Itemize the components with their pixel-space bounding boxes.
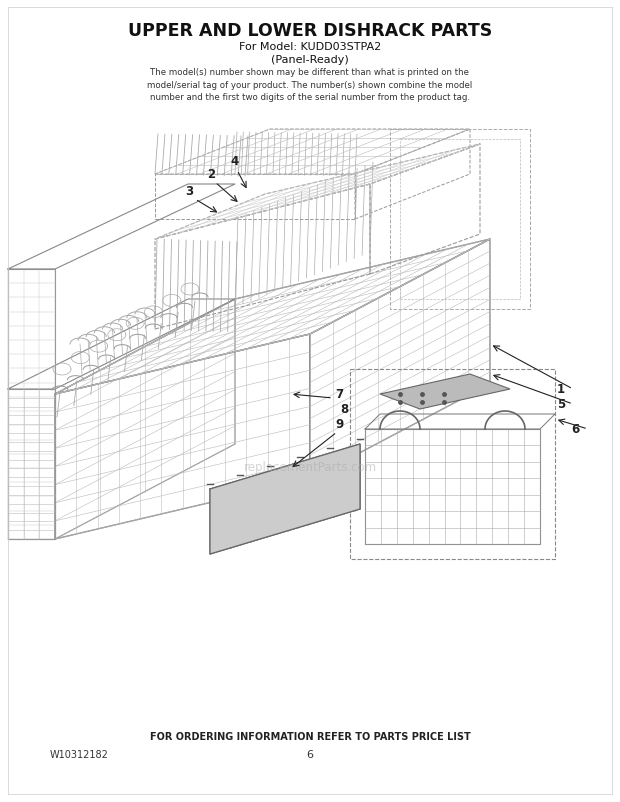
Text: 6: 6 xyxy=(306,749,314,759)
Text: FOR ORDERING INFORMATION REFER TO PARTS PRICE LIST: FOR ORDERING INFORMATION REFER TO PARTS … xyxy=(149,731,471,741)
Text: 9: 9 xyxy=(335,418,343,431)
Text: 6: 6 xyxy=(572,423,580,436)
Text: 5: 5 xyxy=(557,398,565,411)
Text: For Model: KUDD03STPA2: For Model: KUDD03STPA2 xyxy=(239,42,381,52)
Text: (Panel-Ready): (Panel-Ready) xyxy=(271,55,349,65)
Text: 2: 2 xyxy=(207,168,215,180)
Text: W10312182: W10312182 xyxy=(50,749,109,759)
Text: 1: 1 xyxy=(557,383,565,396)
Text: 4: 4 xyxy=(230,155,238,168)
Polygon shape xyxy=(210,444,360,554)
Polygon shape xyxy=(380,375,510,410)
Text: UPPER AND LOWER DISHRACK PARTS: UPPER AND LOWER DISHRACK PARTS xyxy=(128,22,492,40)
Text: 7: 7 xyxy=(335,387,343,400)
Text: 8: 8 xyxy=(340,403,348,415)
Text: The model(s) number shown may be different than what is printed on the
model/ser: The model(s) number shown may be differe… xyxy=(148,68,472,102)
Text: replacementParts.com: replacementParts.com xyxy=(244,461,376,474)
Text: 3: 3 xyxy=(185,184,193,198)
